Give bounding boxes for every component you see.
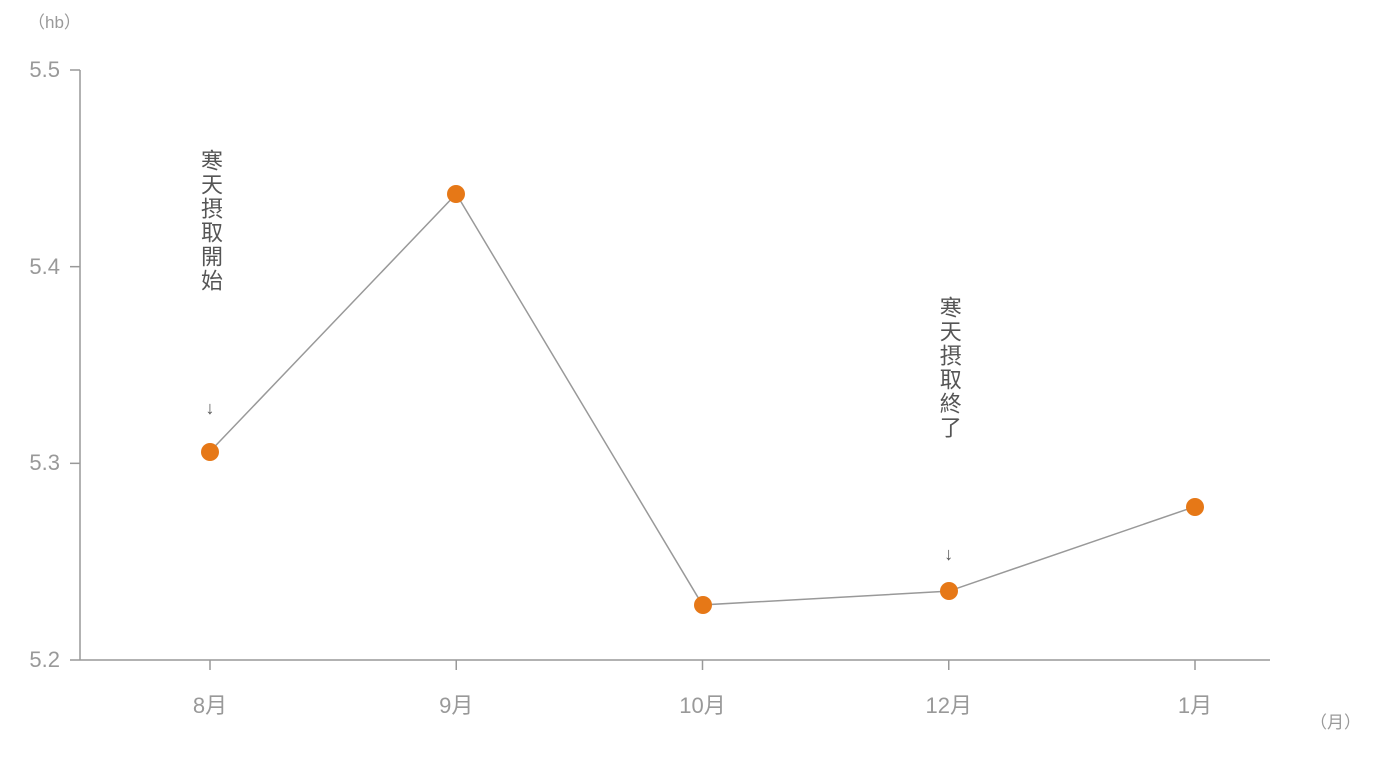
annotation-arrow-icon: ↓: [944, 544, 953, 565]
y-tick-label: 5.3: [10, 450, 60, 476]
chart-annotation: 寒天摂取終了: [933, 296, 965, 440]
chart-container: （hb） （月） 5.2 5.3 5.4 5.5 8月 9月 10月 12月 1月 寒天摂取開…: [0, 0, 1396, 758]
x-tick-label: 9月: [439, 688, 473, 720]
x-tick-label: 8月: [193, 688, 227, 720]
y-axis-title: （hb）: [28, 8, 81, 33]
chart-svg: [0, 0, 1396, 758]
data-point: [1186, 498, 1204, 516]
data-point: [694, 596, 712, 614]
x-axis-title: （月）: [1310, 708, 1361, 733]
data-point: [447, 185, 465, 203]
data-point: [940, 582, 958, 600]
chart-annotation: 寒天摂取開始: [194, 149, 226, 293]
data-point: [201, 443, 219, 461]
y-tick-label: 5.5: [10, 57, 60, 83]
x-tick-label: 12月: [926, 688, 972, 720]
y-tick-label: 5.2: [10, 647, 60, 673]
x-tick-label: 1月: [1178, 688, 1212, 720]
y-tick-label: 5.4: [10, 254, 60, 280]
annotation-arrow-icon: ↓: [206, 398, 215, 419]
x-tick-label: 10月: [679, 688, 725, 720]
